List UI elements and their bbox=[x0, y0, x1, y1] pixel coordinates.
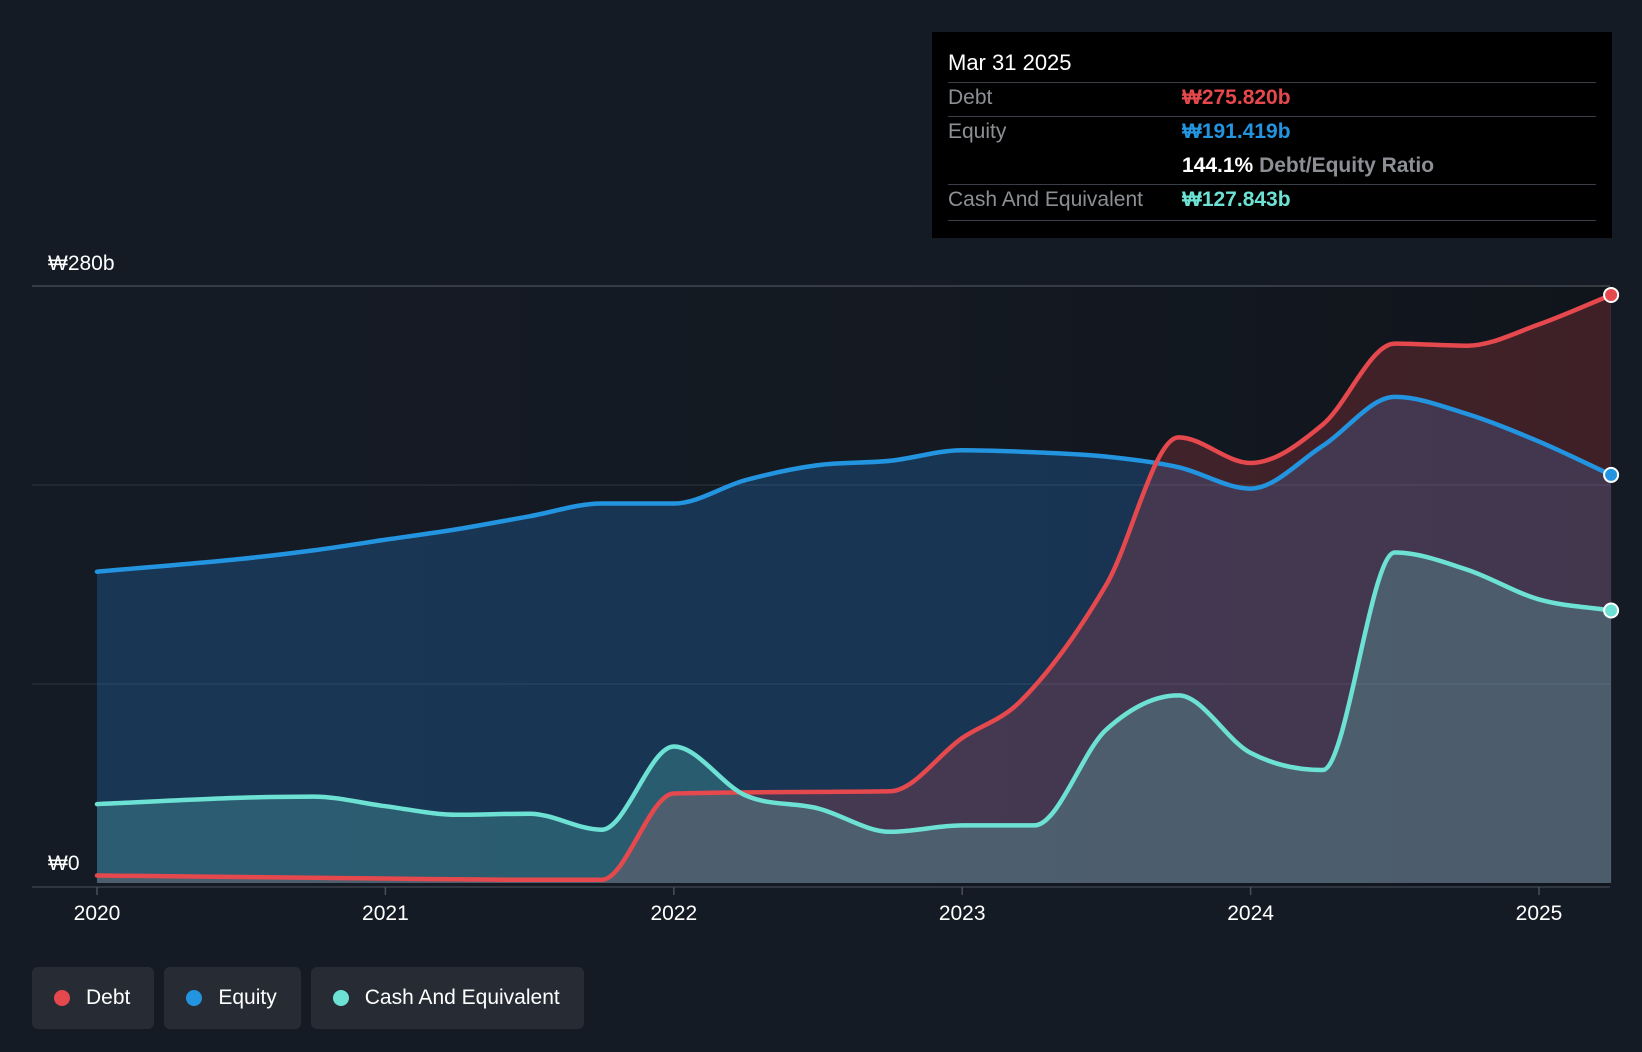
tooltip-equity-value: ₩191.419b bbox=[1182, 120, 1291, 143]
tooltip-date: Mar 31 2025 bbox=[948, 50, 1072, 75]
tooltip-ratio: 144.1% Debt/Equity Ratio bbox=[1182, 154, 1434, 178]
y-tick-top: ₩280b bbox=[48, 252, 115, 275]
legend-label-cash: Cash And Equivalent bbox=[364, 986, 560, 1009]
tooltip-debt-value: ₩275.820b bbox=[1182, 86, 1291, 109]
tooltip-divider bbox=[948, 116, 1596, 117]
tooltip-divider bbox=[948, 220, 1596, 221]
equity-area bbox=[97, 396, 1612, 883]
tooltip-equity-label: Equity bbox=[948, 120, 1007, 143]
tooltip-divider bbox=[948, 184, 1596, 185]
x-tick-label: 2020 bbox=[74, 902, 121, 925]
equity-line bbox=[94, 394, 1614, 574]
x-tick-label: 2022 bbox=[650, 902, 697, 925]
debt-end-point bbox=[1603, 286, 1620, 303]
tooltip: Mar 31 2025 Debt ₩275.820b Equity ₩191.4… bbox=[932, 32, 1612, 238]
tooltip-ratio-value: 144.1% bbox=[1182, 154, 1254, 177]
legend-item-equity[interactable]: Equity bbox=[164, 967, 301, 1029]
debt-dot-icon bbox=[54, 990, 70, 1006]
cash-line bbox=[94, 550, 1614, 835]
legend-item-cash[interactable]: Cash And Equivalent bbox=[310, 967, 584, 1029]
x-tick-label: 2021 bbox=[362, 902, 409, 925]
x-tick-label: 2023 bbox=[939, 902, 986, 925]
tooltip-ratio-label: Debt/Equity Ratio bbox=[1259, 154, 1435, 177]
tooltip-debt-label: Debt bbox=[948, 86, 993, 109]
tooltip-cash-label: Cash And Equivalent bbox=[948, 188, 1143, 211]
legend-label-debt: Debt bbox=[86, 986, 131, 1009]
cash-area bbox=[97, 552, 1612, 883]
cash-dot-icon bbox=[332, 990, 349, 1006]
legend-label-equity: Equity bbox=[218, 986, 277, 1009]
cash-end-point bbox=[1603, 602, 1620, 619]
tooltip-divider bbox=[948, 82, 1596, 83]
legend: Debt Equity Cash And Equivalent bbox=[32, 967, 584, 1029]
x-tick-label: 2025 bbox=[1516, 902, 1563, 925]
plot-background bbox=[32, 286, 1610, 886]
equity-end-point bbox=[1603, 466, 1620, 483]
debt-line bbox=[94, 292, 1614, 883]
equity-dot-icon bbox=[186, 990, 203, 1006]
y-tick-bottom: ₩0 bbox=[48, 852, 80, 875]
x-tick-label: 2024 bbox=[1227, 902, 1274, 925]
legend-item-debt[interactable]: Debt bbox=[32, 967, 155, 1029]
tooltip-cash-value: ₩127.843b bbox=[1182, 188, 1291, 211]
